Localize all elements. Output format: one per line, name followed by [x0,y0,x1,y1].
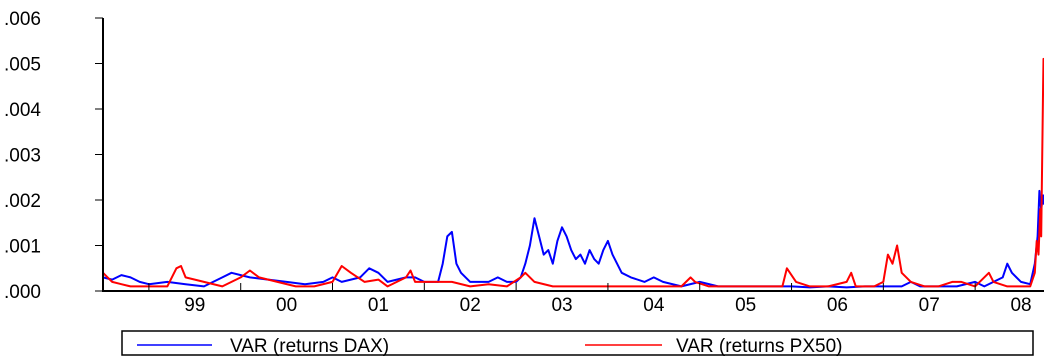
x-tick-label: 02 [460,295,481,316]
x-tick-label: 05 [735,295,756,316]
legend-box [121,330,1034,356]
y-tick-label: .004 [4,100,41,121]
legend-label: VAR (returns PX50) [676,336,842,356]
x-tick-label: 99 [184,295,205,316]
plot-lines [102,57,1044,289]
y-axis-labels: .000 .001 .002 .003 .004 .005 .006 [4,9,41,303]
x-axis-labels: 99 00 01 02 03 04 05 06 07 08 [184,295,1031,316]
y-tick-label: .005 [4,55,41,76]
legend: VAR (returns DAX) VAR (returns PX50) [121,330,1034,356]
x-tick-label: 08 [1010,295,1031,316]
x-tick-label: 07 [919,295,940,316]
x-tick-label: 00 [276,295,297,316]
legend-label: VAR (returns DAX) [230,336,389,356]
x-tick-label: 01 [368,295,389,316]
y-tick-label: .003 [4,146,41,167]
y-tick-label: .001 [4,237,41,258]
x-tick-label: 04 [643,295,665,316]
plot-frame [95,17,1044,292]
series-line-px50 [102,57,1044,288]
x-tick-label: 03 [551,295,572,316]
y-tick-label: .002 [4,191,41,212]
x-tick-label: 06 [827,295,848,316]
y-tick-label: .006 [4,9,41,30]
y-tick-label: .000 [4,282,41,303]
